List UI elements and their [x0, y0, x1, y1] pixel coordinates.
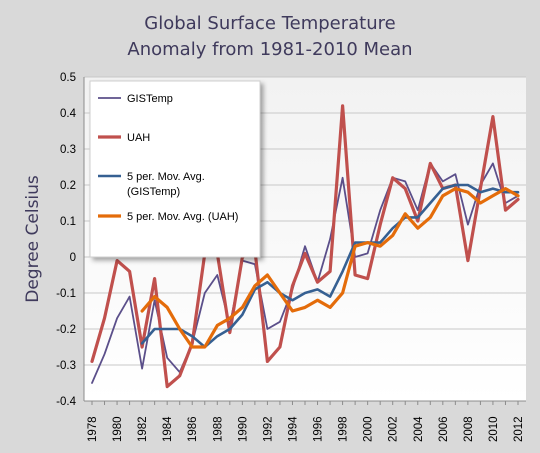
legend-label: 5 per. Mov. Avg. (UAH)	[127, 211, 238, 223]
series-line-5-per-mov-avg-uah	[140, 187, 520, 349]
y-tick-label: -0.3	[56, 360, 76, 372]
x-tick-label: 1978	[87, 416, 99, 442]
x-tick-label: 2008	[463, 416, 475, 442]
legend-label: GISTemp	[127, 93, 173, 105]
chart-title-line-2: Anomaly from 1981-2010 Mean	[127, 39, 412, 60]
y-tick-label: 0	[70, 252, 76, 264]
x-tick-label: 1992	[262, 416, 274, 442]
legend-label: 5 per. Mov. Avg.	[127, 171, 205, 183]
y-tick-label: 0.2	[60, 180, 76, 192]
y-tick-label: -0.1	[56, 288, 76, 300]
x-tick-label: 1982	[137, 416, 149, 442]
x-tick-label: 1994	[287, 416, 299, 442]
legend-label: (GISTemp)	[127, 186, 180, 198]
x-tick-label: 1984	[162, 416, 174, 442]
legend: GISTemp UAH 5 per. Mov. Avg. (GISTemp) 5 per…	[89, 80, 261, 258]
x-tick-label: 2000	[363, 416, 375, 442]
x-tick-label: 1996	[313, 416, 325, 442]
legend-label: UAH	[127, 132, 150, 144]
x-tick-label: 1998	[338, 416, 350, 442]
y-tick-label: 0.4	[60, 108, 77, 120]
x-tick-label: 2012	[513, 416, 525, 442]
y-tick-label: -0.2	[56, 324, 76, 336]
y-tick-label: -0.4	[56, 396, 76, 408]
x-tick-label: 2002	[388, 416, 400, 442]
series-layer	[90, 104, 520, 389]
x-tick-label: 2006	[438, 416, 450, 442]
x-tick-label: 1990	[237, 416, 249, 442]
y-tick-label: 0.1	[60, 216, 76, 228]
x-tick-label: 1986	[187, 416, 199, 442]
axis-layer: 0.5 0.4 0.3 0.2 0.1 0 -0.1 -0.2 -0.3 -0.4 1978 1980…	[56, 72, 526, 442]
chart-title-line-1: Global Surface Temperature	[144, 13, 395, 34]
y-axis-label: Degree Celsius	[23, 175, 43, 303]
legend-box	[89, 80, 261, 258]
x-tick-label: 1988	[212, 416, 224, 442]
x-tick-label: 2010	[488, 416, 500, 442]
y-tick-label: 0.5	[60, 72, 76, 84]
y-tick-label: 0.3	[60, 144, 76, 156]
x-tick-label: 2004	[413, 416, 425, 442]
x-tick-label: 1980	[112, 416, 124, 442]
